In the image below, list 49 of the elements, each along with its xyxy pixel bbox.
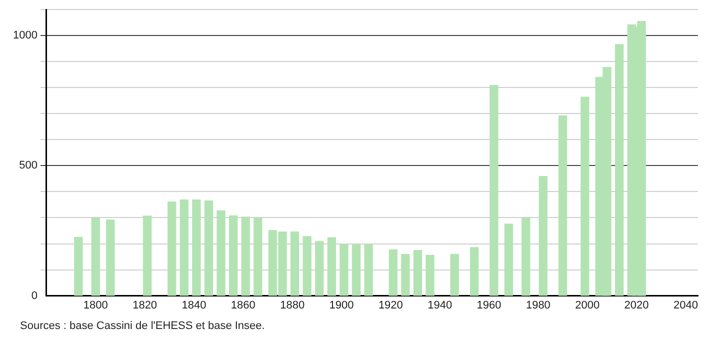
bar bbox=[450, 254, 459, 296]
bar bbox=[168, 202, 176, 296]
bar bbox=[204, 200, 214, 296]
bar bbox=[364, 244, 373, 296]
bar bbox=[388, 249, 398, 296]
bar bbox=[426, 254, 434, 296]
bar bbox=[74, 236, 83, 296]
x-tick-label: 1880 bbox=[280, 299, 305, 312]
x-tick-label: 1920 bbox=[378, 299, 403, 312]
bar bbox=[327, 237, 336, 296]
x-tick-label: 1800 bbox=[83, 299, 108, 312]
y-tick-label: 1000 bbox=[12, 30, 38, 42]
bar bbox=[340, 244, 348, 296]
x-tick-label: 1840 bbox=[182, 299, 206, 312]
bar bbox=[504, 224, 514, 296]
bar bbox=[192, 199, 201, 296]
bar bbox=[490, 84, 498, 296]
bar bbox=[106, 219, 115, 296]
x-tick-label: 2040 bbox=[673, 299, 698, 312]
x-tick-label: 2020 bbox=[624, 299, 649, 312]
bar bbox=[352, 244, 361, 296]
bar bbox=[538, 176, 548, 296]
bar bbox=[180, 199, 188, 296]
bar bbox=[216, 210, 226, 296]
bar bbox=[290, 231, 300, 296]
x-tick-label: 1820 bbox=[132, 299, 158, 312]
y-tick-label: 0 bbox=[31, 290, 38, 302]
bar bbox=[401, 254, 410, 296]
bar bbox=[241, 216, 250, 296]
x-tick-label: 2000 bbox=[575, 299, 600, 312]
bar bbox=[470, 247, 479, 296]
bar bbox=[522, 217, 530, 296]
x-tick-label: 1940 bbox=[428, 299, 452, 312]
bar bbox=[302, 236, 312, 296]
source-note: Sources : base Cassini de l'EHESS et base Insee. bbox=[20, 320, 265, 332]
x-tick-label: 1900 bbox=[329, 299, 354, 312]
bar bbox=[558, 115, 568, 296]
bar bbox=[254, 217, 262, 296]
x-tick-label: 1960 bbox=[476, 299, 502, 312]
bar bbox=[614, 44, 624, 296]
bar bbox=[142, 216, 152, 296]
y-tick-label: 500 bbox=[19, 160, 38, 172]
x-tick-label: 1860 bbox=[230, 299, 256, 312]
bar bbox=[413, 250, 422, 296]
bar bbox=[315, 241, 324, 296]
bar bbox=[91, 217, 100, 296]
bar bbox=[228, 215, 238, 296]
bar bbox=[580, 96, 590, 296]
x-tick-label: 1980 bbox=[526, 299, 550, 312]
